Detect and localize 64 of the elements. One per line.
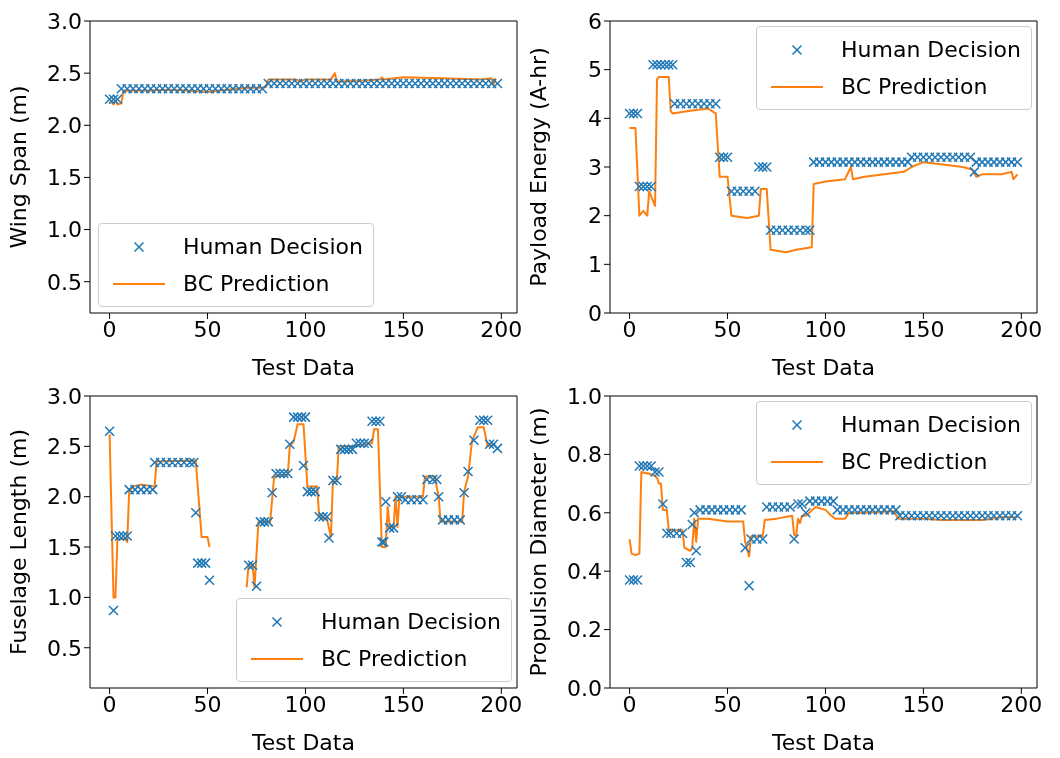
x-tick-label: 200 <box>1000 316 1043 342</box>
legend-label: BC Prediction <box>841 73 988 101</box>
x-tick-label: 150 <box>382 691 425 717</box>
y-tick-label: 1.0 <box>47 217 82 243</box>
x-tick-label: 200 <box>480 691 523 717</box>
x-tick-label: 100 <box>284 691 327 717</box>
y-tick-label: 1 <box>588 252 602 278</box>
x-tick-label: 50 <box>193 316 222 342</box>
line-series <box>628 470 1019 558</box>
legend-label: BC Prediction <box>321 645 468 673</box>
y-axis-title: Wing Span (m) <box>5 85 31 249</box>
legend-label: Human Decision <box>321 608 501 636</box>
x-axis-title: Test Data <box>251 355 355 380</box>
line-series <box>108 72 497 106</box>
y-tick-label: 1.0 <box>47 585 82 611</box>
x-tick-label: 0 <box>622 691 637 717</box>
x-tick-label: 100 <box>804 316 847 342</box>
legend-label: BC Prediction <box>183 270 330 298</box>
y-tick-label: 1.5 <box>47 534 82 560</box>
x-tick-label: 150 <box>902 691 945 717</box>
y-tick-label: 3.0 <box>47 383 82 409</box>
y-axis-title: Fuselage Length (m) <box>5 429 31 655</box>
x-tick-label: 150 <box>382 316 425 342</box>
line-series <box>628 75 1019 254</box>
x-axis-title: Test Data <box>251 730 355 755</box>
x-tick-label: 0 <box>622 316 637 342</box>
x-tick-label: 50 <box>713 316 742 342</box>
x-tick-label: 50 <box>713 691 742 717</box>
y-tick-label: 3 <box>588 154 602 180</box>
y-axis-title: Payload Energy (A-hr) <box>525 47 551 287</box>
y-tick-label: 0.6 <box>567 500 602 526</box>
y-tick-label: 0 <box>588 300 602 326</box>
x-tick-label: 100 <box>284 316 327 342</box>
x-tick-label: 50 <box>193 691 222 717</box>
y-tick-label: 0.8 <box>567 442 602 468</box>
legend-label: Human Decision <box>183 233 363 261</box>
legend-label: Human Decision <box>841 411 1021 439</box>
x-tick-label: 200 <box>1000 691 1043 717</box>
y-tick-label: 2.0 <box>47 484 82 510</box>
y-tick-label: 1.5 <box>47 165 82 191</box>
y-axis-title: Propulsion Diameter (m) <box>525 407 551 677</box>
y-tick-label: 2.5 <box>47 60 82 86</box>
x-axis-title: Test Data <box>771 355 875 380</box>
legend-label: Human Decision <box>841 36 1021 64</box>
x-axis-title: Test Data <box>771 730 875 755</box>
y-tick-label: 5 <box>588 57 602 83</box>
y-tick-label: 0.0 <box>567 675 602 701</box>
y-tick-label: 6 <box>588 8 602 34</box>
x-tick-label: 0 <box>102 316 117 342</box>
x-tick-label: 150 <box>902 316 945 342</box>
y-tick-label: 2.5 <box>47 434 82 460</box>
y-tick-label: 0.4 <box>567 559 602 585</box>
y-tick-label: 4 <box>588 106 602 132</box>
y-tick-label: 2 <box>588 203 602 229</box>
y-tick-label: 0.5 <box>47 635 82 661</box>
x-tick-label: 100 <box>804 691 847 717</box>
y-tick-label: 3.0 <box>47 8 82 34</box>
x-tick-label: 200 <box>480 316 523 342</box>
x-tick-label: 0 <box>102 691 117 717</box>
legend-label: BC Prediction <box>841 448 988 476</box>
y-tick-label: 0.5 <box>47 269 82 295</box>
y-tick-label: 0.2 <box>567 617 602 643</box>
y-tick-label: 2.0 <box>47 113 82 139</box>
y-tick-label: 1.0 <box>567 383 602 409</box>
